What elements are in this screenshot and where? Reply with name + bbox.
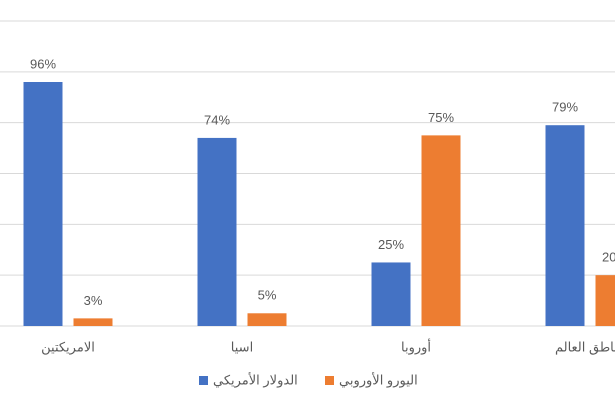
x-tick-label: اسيا (231, 339, 253, 354)
bar (545, 125, 585, 326)
value-label: 20% (602, 250, 615, 265)
bar (23, 82, 63, 326)
bar (371, 262, 411, 326)
legend-label: اليورو الأوروبي (339, 371, 418, 388)
x-tick-label: أوروبا (401, 338, 431, 355)
bar (421, 135, 461, 326)
value-label: 5% (258, 288, 277, 303)
legend-label: الدولار الأمريكي (213, 371, 298, 388)
value-label: 75% (428, 110, 454, 125)
x-tick-label: مناطق العالم (555, 339, 615, 355)
legend-swatch (325, 376, 334, 385)
value-label: 79% (552, 100, 578, 115)
value-label: 25% (378, 237, 404, 252)
bar (595, 275, 615, 326)
value-label: 96% (30, 56, 56, 71)
legend-swatch (199, 376, 208, 385)
value-label: 74% (204, 112, 230, 127)
bar (247, 313, 287, 326)
bar (197, 137, 237, 326)
x-tick-label: الامريكتين (41, 339, 95, 355)
value-label: 3% (84, 293, 103, 308)
bar (73, 318, 113, 326)
